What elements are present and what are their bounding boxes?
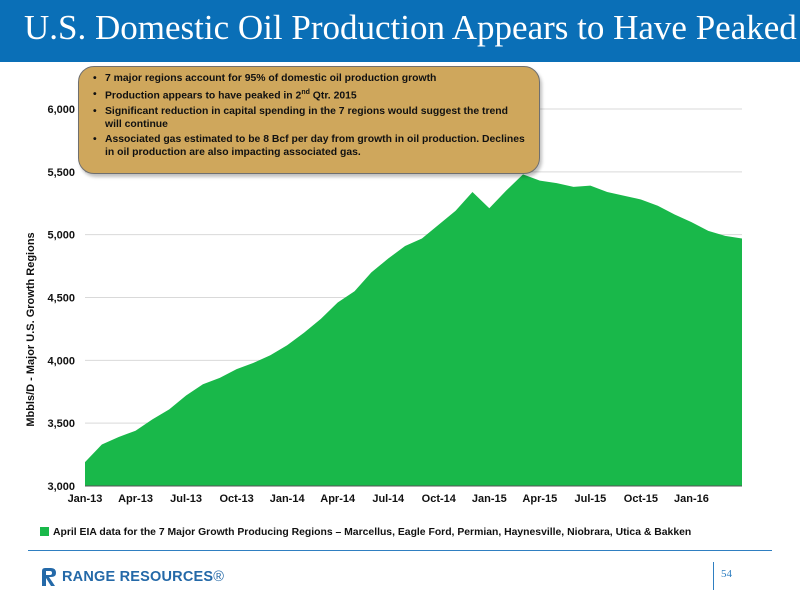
y-tick-label: 4,500 [47, 293, 75, 305]
x-tick-label: Oct-13 [219, 493, 253, 505]
y-tick-label: 3,000 [47, 481, 75, 493]
logo-name: RANGE RESOURCES [62, 569, 214, 585]
x-tick-label: Jan-15 [472, 493, 507, 505]
area-series [85, 174, 742, 486]
callout-bullet-3: Significant reduction in capital spendin… [91, 106, 527, 131]
legend-swatch [40, 527, 49, 536]
y-tick-label: 5,500 [47, 167, 75, 179]
callout-bullet-2: Production appears to have peaked in 2nd… [91, 89, 527, 103]
x-tick-label: Jan-13 [68, 493, 103, 505]
logo-text: RANGE RESOURCES® [62, 569, 224, 585]
title-banner: U.S. Domestic Oil Production Appears to … [0, 0, 800, 62]
callout-bullet-3-text: Significant reduction in capital spendin… [105, 105, 508, 130]
logo-registered-mark: ® [213, 569, 225, 585]
x-tick-label: Jan-14 [270, 493, 306, 505]
callout-bullet-2-text: Production appears to have peaked in 2 [105, 90, 302, 102]
page-number: 54 [721, 568, 732, 580]
y-axis-title: Mbbls/D - Major U.S. Growth Regions [25, 232, 37, 426]
x-tick-label: Apr-13 [118, 493, 153, 505]
x-tick-label: Jul-13 [170, 493, 202, 505]
y-tick-label: 5,000 [47, 230, 75, 242]
range-logo-icon [42, 568, 56, 586]
slide-title: U.S. Domestic Oil Production Appears to … [24, 8, 797, 47]
chart-legend: April EIA data for the 7 Major Growth Pr… [40, 527, 691, 538]
x-tick-label: Oct-14 [422, 493, 457, 505]
callout-bullet-2-superscript: nd [301, 88, 310, 96]
y-tick-label: 4,000 [47, 355, 75, 367]
callout-bullet-4-text: Associated gas estimated to be 8 Bcf per… [105, 134, 525, 158]
callout-bullet-4: Associated gas estimated to be 8 Bcf per… [91, 134, 527, 159]
x-tick-label: Apr-15 [522, 493, 557, 505]
x-tick-label: Jan-16 [674, 493, 709, 505]
page-number-divider [713, 562, 714, 590]
x-tick-label: Oct-15 [624, 493, 658, 505]
callout-bullet-2-suffix: Qtr. 2015 [309, 90, 357, 102]
y-tick-label: 3,500 [47, 418, 75, 430]
y-tick-label: 6,000 [47, 104, 75, 116]
footer-divider [28, 550, 772, 551]
callout-box: 7 major regions account for 95% of domes… [78, 66, 540, 174]
x-tick-label: Jul-14 [372, 493, 405, 505]
legend-label: April EIA data for the 7 Major Growth Pr… [53, 527, 692, 538]
company-logo: RANGE RESOURCES® [40, 565, 224, 589]
x-tick-label: Jul-15 [574, 493, 606, 505]
callout-bullet-1-text: 7 major regions account for 95% of domes… [105, 73, 437, 84]
x-tick-label: Apr-14 [320, 493, 356, 505]
callout-bullet-1: 7 major regions account for 95% of domes… [91, 73, 527, 86]
